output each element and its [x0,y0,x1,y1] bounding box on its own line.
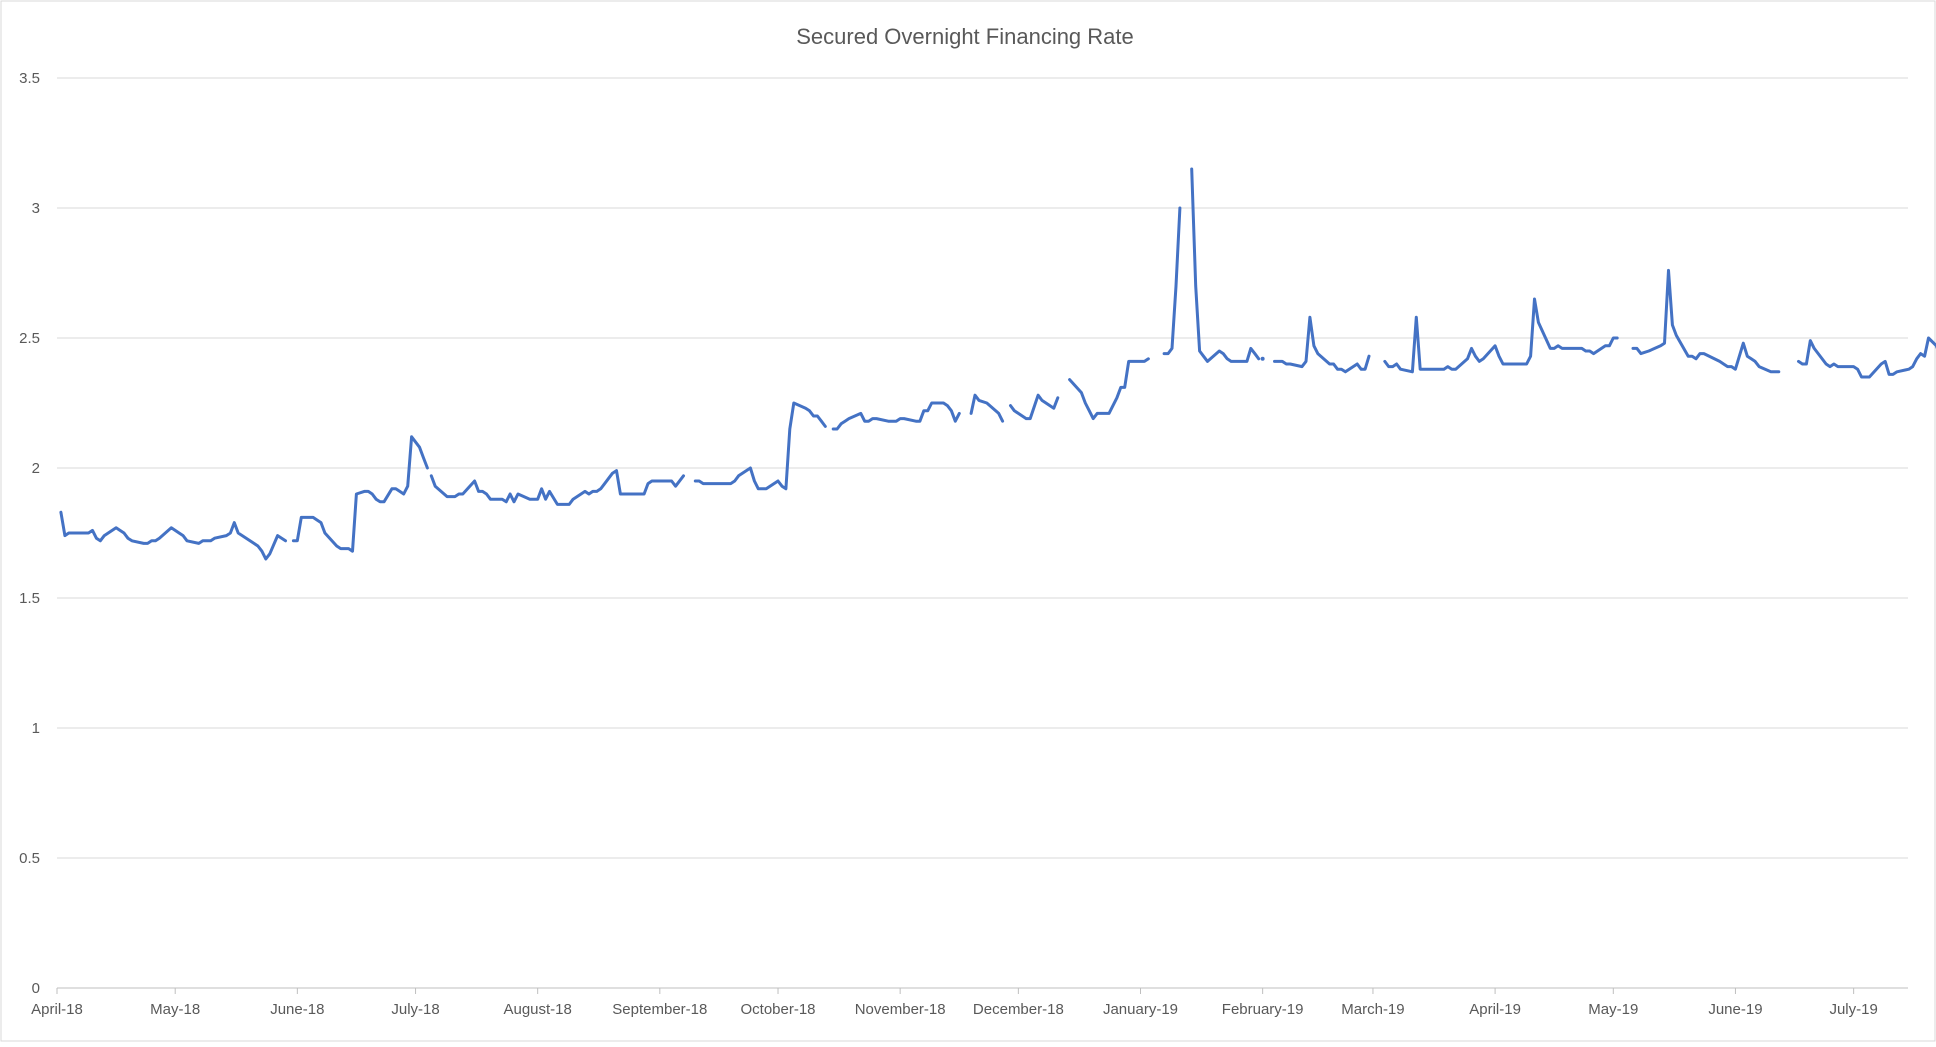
y-tick-label: 1 [32,720,40,737]
y-tick-label: 0.5 [19,850,40,867]
x-tick-label: September-18 [612,1001,707,1018]
series-point [1261,357,1265,361]
y-tick-label: 2 [32,460,40,477]
y-tick-label: 0 [32,980,40,997]
x-tick-label: April-19 [1469,1001,1521,1018]
x-tick-label: April-18 [31,1001,83,1018]
y-tick-label: 1.5 [19,590,40,607]
x-tick-label: July-18 [391,1001,439,1018]
x-tick-label: May-19 [1588,1001,1638,1018]
y-tick-label: 3 [32,200,40,217]
y-tick-label: 3.5 [19,70,40,87]
x-tick-label: July-19 [1829,1001,1877,1018]
x-tick-label: December-18 [973,1001,1064,1018]
x-tick-label: October-18 [740,1001,815,1018]
x-tick-label: August-18 [503,1001,571,1018]
chart-title: Secured Overnight Financing Rate [796,24,1134,49]
x-tick-label: June-18 [270,1001,324,1018]
x-tick-label: February-19 [1222,1001,1304,1018]
x-tick-label: March-19 [1341,1001,1404,1018]
y-tick-label: 2.5 [19,330,40,347]
x-tick-label: November-18 [855,1001,946,1018]
x-tick-label: June-19 [1708,1001,1762,1018]
x-tick-label: January-19 [1103,1001,1178,1018]
x-tick-label: May-18 [150,1001,200,1018]
